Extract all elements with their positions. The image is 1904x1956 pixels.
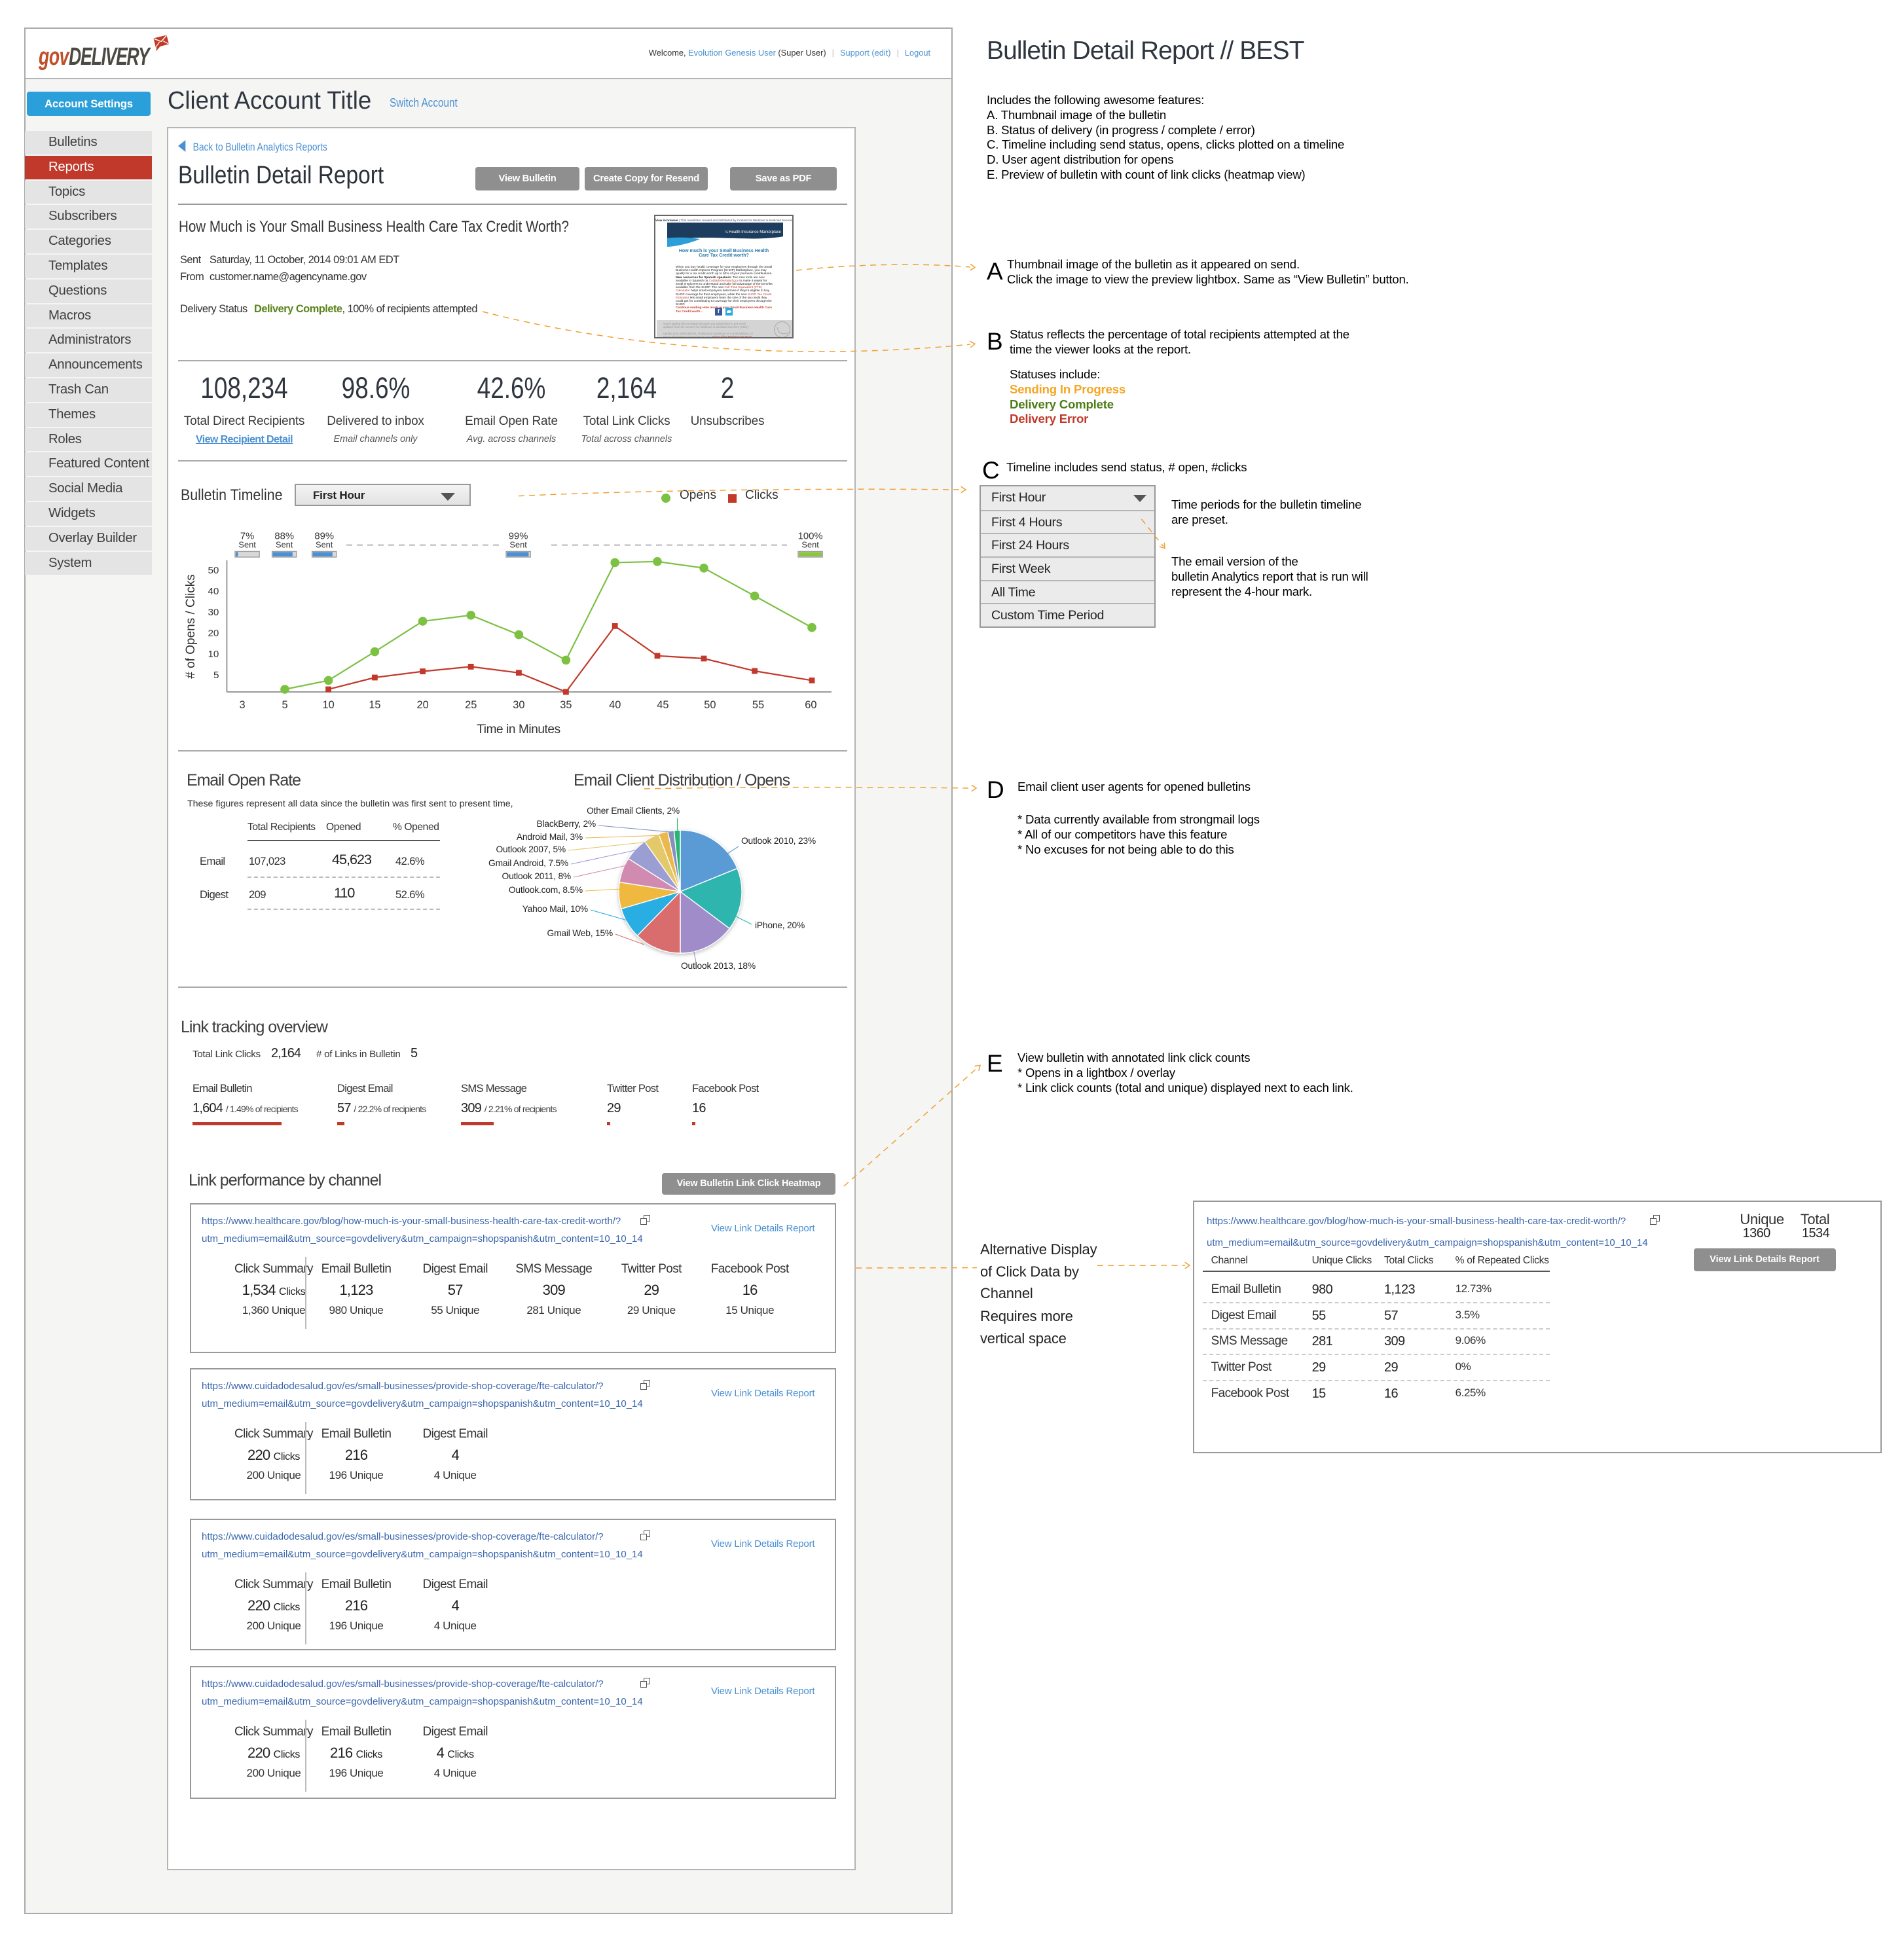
svg-text:45: 45 <box>657 699 668 711</box>
svg-text:15: 15 <box>369 699 380 711</box>
svg-text:88%: 88% <box>274 531 294 541</box>
svg-text:40: 40 <box>208 586 219 597</box>
svg-text:Android Mail, 3%: Android Mail, 3% <box>517 832 583 842</box>
svg-text:20: 20 <box>416 699 428 711</box>
svg-text:Outlook.com, 8.5%: Outlook.com, 8.5% <box>509 885 583 895</box>
svg-text:BlackBerry, 2%: BlackBerry, 2% <box>537 819 596 829</box>
svg-text:10: 10 <box>208 649 219 660</box>
svg-text:89%: 89% <box>314 531 334 541</box>
svg-text:Outlook 2007, 5%: Outlook 2007, 5% <box>496 844 566 854</box>
svg-text:50: 50 <box>704 699 716 711</box>
svg-text:10: 10 <box>322 699 334 711</box>
svg-text:Outlook 2013, 18%: Outlook 2013, 18% <box>681 961 756 971</box>
svg-text:Other Email Clients, 2%: Other Email Clients, 2% <box>587 806 680 816</box>
svg-text:Gmail Web, 15%: Gmail Web, 15% <box>547 928 613 938</box>
svg-text:5: 5 <box>213 670 219 681</box>
svg-text:60: 60 <box>805 699 816 711</box>
svg-text:Outlook 2011, 8%: Outlook 2011, 8% <box>502 871 571 881</box>
svg-text:Sent: Sent <box>509 539 527 549</box>
svg-text:iPhone, 20%: iPhone, 20% <box>755 920 805 930</box>
svg-text:30: 30 <box>513 699 524 711</box>
svg-text:100%: 100% <box>798 531 823 541</box>
svg-text:55: 55 <box>752 699 764 711</box>
svg-text:99%: 99% <box>509 531 528 541</box>
svg-text:Sent: Sent <box>276 539 293 549</box>
svg-text:30: 30 <box>208 607 219 618</box>
svg-text:Yahoo Mail, 10%: Yahoo Mail, 10% <box>522 904 588 914</box>
svg-text:3: 3 <box>239 699 245 711</box>
svg-text:Sent: Sent <box>238 539 256 549</box>
svg-text:20: 20 <box>208 628 219 639</box>
svg-text:Gmail Android, 7.5%: Gmail Android, 7.5% <box>488 858 568 868</box>
svg-text:50: 50 <box>208 565 219 576</box>
svg-text:25: 25 <box>465 699 477 711</box>
svg-text:Sent: Sent <box>316 539 333 549</box>
svg-text:Sent: Sent <box>801 539 819 549</box>
svg-text:40: 40 <box>609 699 621 711</box>
svg-text:35: 35 <box>560 699 572 711</box>
svg-text:Outlook 2010, 23%: Outlook 2010, 23% <box>741 836 816 846</box>
svg-text:7%: 7% <box>240 531 254 541</box>
svg-text:5: 5 <box>282 699 287 711</box>
